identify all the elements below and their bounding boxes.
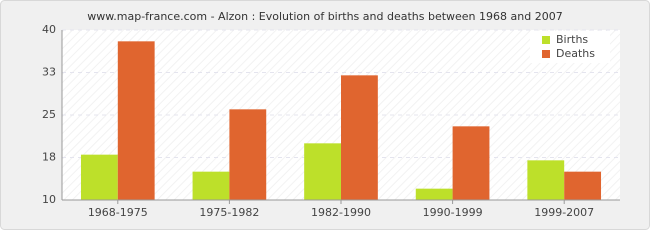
bar bbox=[527, 160, 565, 200]
y-tick-label: 25 bbox=[42, 108, 56, 121]
bar bbox=[304, 143, 341, 200]
x-tick-label: 1968-1975 bbox=[88, 206, 148, 219]
bar bbox=[192, 171, 230, 200]
bar bbox=[564, 171, 602, 200]
y-tick-label: 10 bbox=[42, 193, 56, 206]
legend-swatch bbox=[542, 50, 550, 58]
chart-title: www.map-france.com - Alzon : Evolution o… bbox=[87, 10, 562, 23]
bar bbox=[229, 109, 267, 200]
legend-label: Deaths bbox=[556, 47, 595, 60]
x-tick-label: 1999-2007 bbox=[534, 206, 594, 219]
legend-swatch bbox=[542, 36, 550, 44]
bar bbox=[117, 41, 155, 201]
chart: www.map-france.com - Alzon : Evolution o… bbox=[0, 0, 650, 230]
y-tick-label: 40 bbox=[42, 23, 56, 36]
y-tick-label: 33 bbox=[42, 66, 56, 79]
bar bbox=[341, 75, 378, 200]
legend-label: Births bbox=[556, 33, 588, 46]
x-tick-label: 1982-1990 bbox=[311, 206, 371, 219]
bar bbox=[452, 126, 490, 200]
x-tick-label: 1975-1982 bbox=[199, 206, 259, 219]
x-tick-label: 1990-1999 bbox=[423, 206, 483, 219]
page: {"chart_data": {"type": "bar", "title": … bbox=[0, 0, 650, 230]
bar bbox=[80, 154, 118, 200]
bar bbox=[415, 188, 453, 200]
y-tick-label: 18 bbox=[42, 151, 56, 164]
